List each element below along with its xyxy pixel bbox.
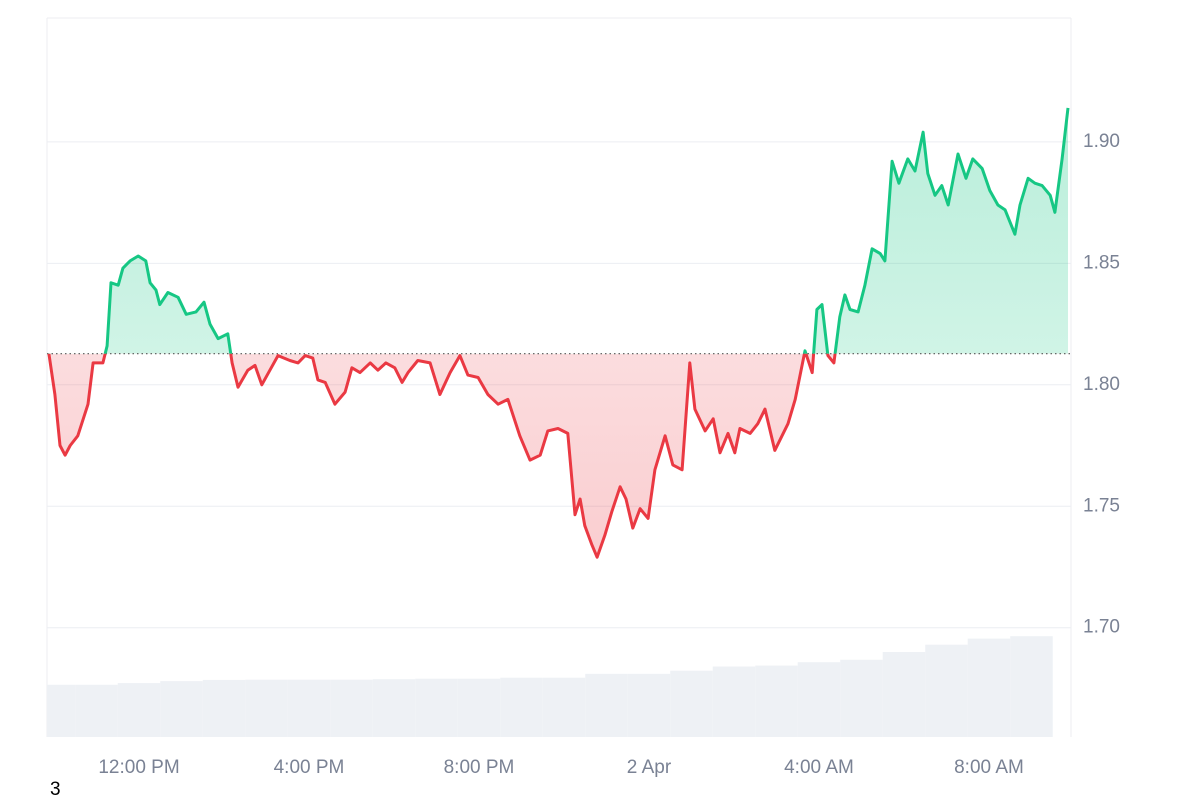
x-tick-label: 8:00 PM [444,757,515,778]
volume-bar [925,644,968,737]
y-tick-label: 1.80 [1083,374,1120,395]
x-tick-label: 4:00 AM [784,757,854,778]
x-tick-label: 8:00 AM [954,757,1024,778]
volume-bar [500,677,543,737]
volume-bar [415,678,458,737]
volume-bar [1010,636,1053,737]
x-tick-label: 12:00 PM [98,757,179,778]
volume-bar [117,683,161,737]
area-above [48,107,1068,354]
volume-bar [372,679,416,737]
volume-bar [967,638,1011,737]
volume-bar [330,679,373,737]
volume-bar [712,666,756,737]
volume-bar [47,684,76,737]
x-tick-label: 2 Apr [627,757,672,778]
volume-bar [542,677,586,737]
volume-bar [457,678,501,737]
volume-bar [287,679,331,737]
volume-bar [670,670,713,737]
volume-bar [627,673,671,737]
volume-bar [840,659,883,737]
volume-bar [882,651,926,737]
volume-bar [75,684,118,737]
y-tick-label: 1.85 [1083,252,1120,273]
volume-bar [160,681,203,737]
volume-bar [797,662,841,737]
y-tick-label: 1.75 [1083,495,1120,516]
price-line-down [47,353,837,559]
volume-bar [202,679,246,737]
x-tick-label: 4:00 PM [274,757,345,778]
price-line-up [48,107,1070,354]
volume-bar [755,665,798,737]
y-tick-label: 1.90 [1083,131,1120,152]
volume-bar [245,679,288,737]
area-below [48,353,836,558]
y-tick-label: 1.70 [1083,617,1120,638]
footnote: 3 [50,779,61,800]
volume-bar [585,673,628,737]
